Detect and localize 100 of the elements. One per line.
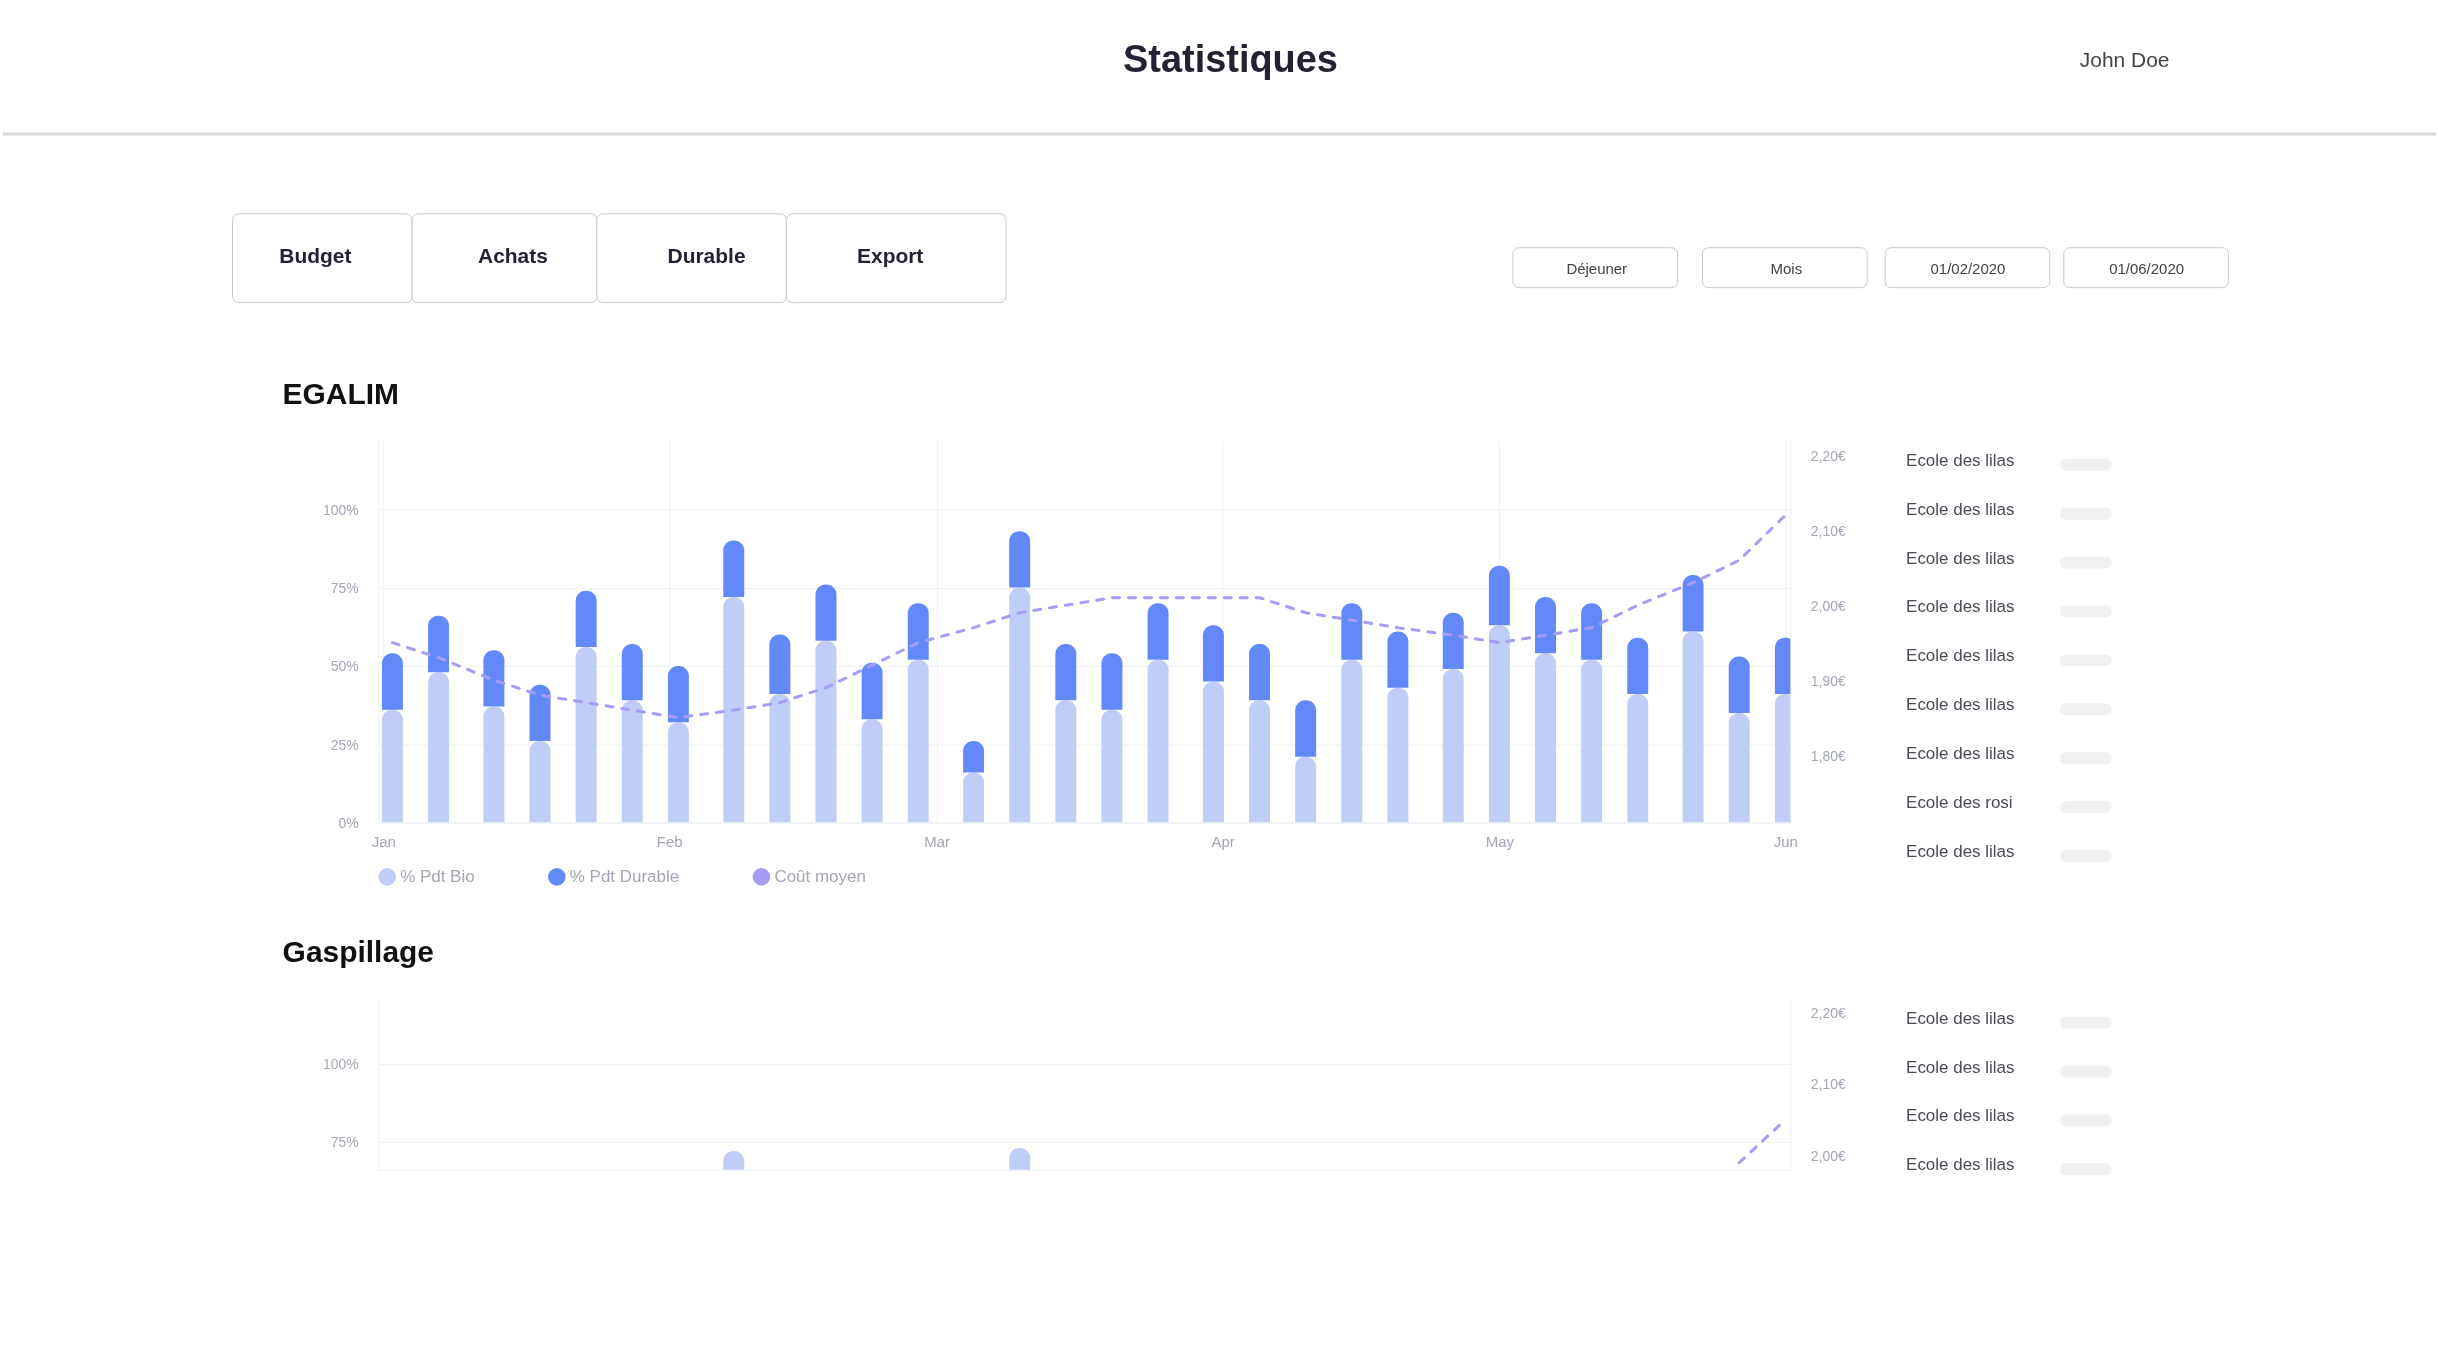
text: Ecole des lilas [1906, 1155, 2015, 1175]
text: 01/06/2020 [2109, 259, 2185, 277]
bar [1055, 643, 1077, 701]
text: 01/02/2020 [1930, 259, 2006, 277]
bar [1488, 625, 1510, 823]
text: Ecole des lilas [1906, 450, 2015, 470]
bar [861, 662, 883, 720]
y2-tick-label: 2,10€ [1810, 522, 1846, 539]
bar [1627, 637, 1649, 695]
bar [1055, 700, 1077, 823]
bar [1535, 653, 1556, 823]
bar [1202, 681, 1224, 823]
bar [907, 603, 929, 660]
bar [963, 772, 985, 823]
bar [1147, 603, 1169, 660]
legend-label: % Pdt Bio [400, 866, 475, 886]
bar [1442, 669, 1464, 823]
line-series [390, 513, 1787, 720]
text: John Doe [2079, 48, 2170, 72]
bar [1009, 531, 1031, 588]
bar [529, 741, 551, 823]
legend-label: Coût moyen [774, 866, 866, 886]
bar [428, 615, 450, 673]
y-tick-label: 100% [323, 1056, 359, 1073]
text: Ecole des lilas [1906, 499, 2015, 519]
bar [1295, 700, 1317, 757]
text: Ecole des lilas [1906, 695, 2015, 715]
bar [1387, 631, 1409, 688]
y2-tick-label: 2,10€ [1810, 1076, 1846, 1093]
y2-tick-label: 2,20€ [1810, 447, 1846, 464]
text: Mois [1770, 259, 1803, 277]
bar [575, 647, 597, 823]
bar [907, 659, 929, 823]
text: Budget [279, 243, 352, 267]
bar [621, 643, 643, 701]
bar [1341, 659, 1363, 823]
text: Statistiques [1123, 38, 1338, 81]
text: Ecole des lilas [1906, 1008, 2015, 1028]
x-tick-label: Apr [1211, 832, 1235, 850]
text: Ecole des lilas [1906, 1106, 2015, 1126]
bar [1202, 625, 1224, 682]
bar [1295, 756, 1317, 823]
text: Export [857, 243, 924, 267]
bar [575, 590, 597, 648]
bar [1728, 712, 1750, 823]
bar [1682, 631, 1704, 823]
y2-tick-label: 2,20€ [1810, 1004, 1846, 1021]
text: Ecole des lilas [1906, 646, 2015, 666]
text: Achats [478, 243, 548, 267]
text: Déjeuner [1566, 259, 1628, 277]
bar [861, 719, 883, 823]
y2-tick-label: 2,00€ [1810, 1148, 1846, 1165]
bar [769, 694, 791, 823]
bar [667, 722, 689, 823]
text: Ecole des lilas [1906, 841, 2015, 861]
text: Ecole des lilas [1906, 548, 2015, 568]
text: Ecole des rosi [1906, 793, 2013, 813]
y2-tick-label: 1,90€ [1810, 672, 1846, 689]
x-tick-label: Jun [1773, 832, 1798, 850]
bar [483, 706, 505, 823]
y-tick-label: 25% [330, 736, 359, 753]
y-tick-label: 75% [330, 1134, 359, 1151]
bar [769, 634, 791, 695]
bar [1009, 587, 1031, 823]
bar [1682, 575, 1704, 632]
x-tick-label: Jan [371, 832, 396, 850]
bar [1728, 656, 1750, 713]
bar [1581, 659, 1603, 823]
bar [815, 640, 837, 823]
chart-title: EGALIM [282, 377, 399, 411]
bar [1101, 709, 1123, 823]
bar [1535, 596, 1556, 654]
bar [1147, 659, 1169, 823]
chart-title: Gaspillage [282, 935, 434, 969]
text: Ecole des lilas [1906, 597, 2015, 617]
bar [723, 596, 745, 823]
y-tick-label: 0% [338, 815, 359, 832]
bar [1101, 653, 1123, 710]
bar [1627, 694, 1649, 823]
bar [529, 684, 551, 742]
bar [1249, 643, 1271, 701]
text: Durable [667, 243, 746, 267]
bar [483, 650, 505, 707]
bar [621, 700, 643, 823]
y-tick-label: 50% [330, 658, 359, 675]
x-tick-label: May [1485, 832, 1515, 850]
bar [381, 653, 403, 710]
x-tick-label: Mar [924, 832, 951, 850]
x-tick-label: Feb [656, 832, 683, 850]
y-tick-label: 75% [330, 580, 359, 597]
bar [1341, 603, 1363, 660]
bar [723, 540, 745, 597]
bar [1387, 687, 1409, 823]
bar [1488, 565, 1510, 626]
text: Ecole des lilas [1906, 744, 2015, 764]
y2-tick-label: 1,80€ [1810, 747, 1846, 764]
bar [1581, 603, 1603, 660]
legend-label: % Pdt Durable [569, 866, 680, 886]
bar [667, 665, 689, 723]
text: Ecole des lilas [1906, 1057, 2015, 1077]
